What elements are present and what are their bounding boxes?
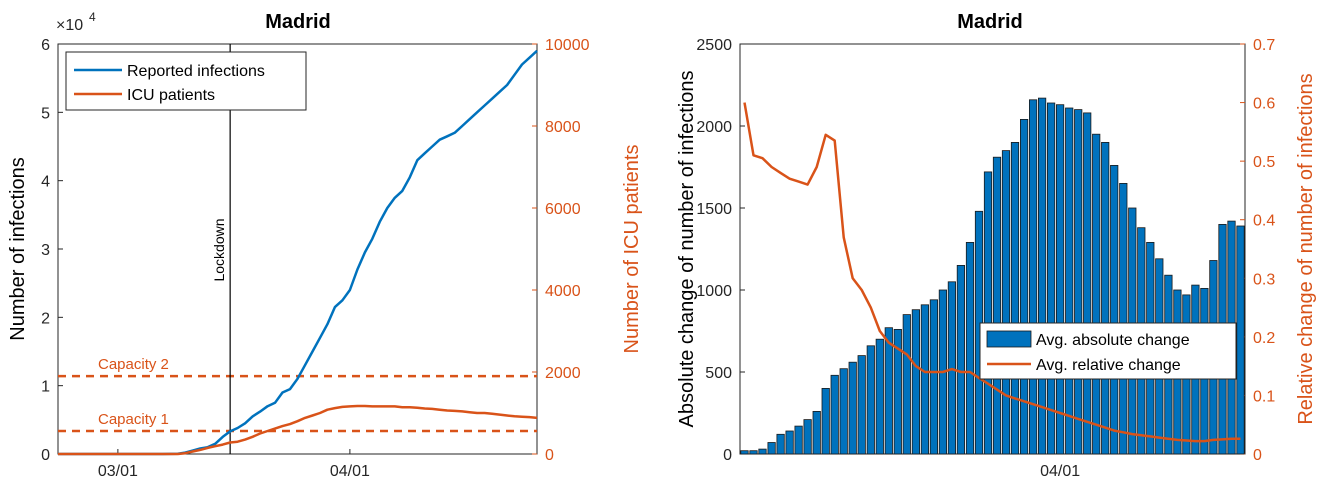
right-y2-tick-label: 0.5 (1253, 154, 1275, 171)
right-y-tick-label: 500 (705, 365, 732, 382)
left-y-tick-label: 0 (41, 447, 50, 464)
left-y-tick-label: 5 (41, 105, 50, 122)
right-y2-tick-label: 0.1 (1253, 388, 1275, 405)
left-y-tick-label: 6 (41, 37, 50, 54)
absolute-change-bar (983, 171, 993, 455)
right-y-tick-label: 2000 (696, 119, 732, 136)
right-y2-tick-label: 0.3 (1253, 271, 1275, 288)
right-legend-label: Avg. relative change (1036, 357, 1181, 374)
left-y2-tick-label: 6000 (545, 201, 581, 218)
absolute-change-bar (884, 327, 893, 455)
left-exponent-label: ×10 4 (56, 10, 96, 34)
right-legend-swatch (986, 330, 1032, 348)
absolute-change-bar (992, 156, 1002, 455)
absolute-change-bar (1020, 119, 1029, 455)
absolute-change-bar (830, 374, 839, 455)
left-x-tick-label: 03/01 (98, 463, 138, 480)
right-x-tick-label: 04/01 (1040, 463, 1080, 480)
absolute-change-bar (1119, 182, 1128, 455)
left-y-tick-label: 3 (41, 242, 50, 259)
left-y2-tick-label: 2000 (545, 365, 581, 382)
right-y2-tick-label: 0.4 (1253, 213, 1275, 230)
absolute-change-bar (821, 387, 830, 455)
left-legend: Reported infections ICU patients (65, 51, 307, 111)
left-panel: Madrid ×10 4 0 1 2 3 4 5 6 0 2000 4000 6000 8000 100… (7, 10, 643, 480)
lockdown-label: Lockdown (211, 218, 227, 281)
right-panel: Madrid 0 500 1000 1500 2000 2500 0 0.1 0.2 0.3 0.4… (676, 11, 1317, 480)
absolute-change-bar (902, 314, 911, 455)
absolute-change-bar (1029, 99, 1038, 455)
absolute-change-bar (767, 442, 776, 455)
absolute-change-bar (758, 448, 767, 455)
right-y-tick-label: 2500 (696, 37, 732, 54)
capacity-label: Capacity 1 (98, 411, 169, 428)
left-x-tick-label: 04/01 (330, 463, 370, 480)
absolute-change-bar (794, 425, 803, 455)
left-y2-tick-label: 8000 (545, 119, 581, 136)
right-plot-frame (739, 43, 1246, 455)
absolute-change-bar (1010, 141, 1020, 455)
left-y2-tick-label: 4000 (545, 283, 581, 300)
absolute-change-bar (1074, 109, 1083, 455)
absolute-change-bar (1083, 112, 1092, 455)
absolute-change-bar (893, 328, 902, 455)
icu-patients-line (58, 404, 538, 456)
right-y2-tick-label: 0.6 (1253, 96, 1275, 113)
absolute-change-bar (1236, 225, 1245, 455)
right-chart-title: Madrid (957, 11, 1023, 33)
svg-text:4: 4 (89, 10, 96, 24)
absolute-change-bar (812, 410, 821, 455)
absolute-change-bar (1047, 102, 1056, 455)
left-y2-tick-label: 10000 (545, 37, 590, 54)
absolute-change-bar (1056, 104, 1065, 455)
absolute-change-bar (911, 309, 921, 455)
absolute-change-bar (785, 430, 794, 455)
absolute-change-bar (776, 433, 785, 455)
left-y-tick-label: 4 (41, 174, 50, 191)
absolute-change-bar (803, 419, 812, 455)
right-legend: Avg. absolute change Avg. relative change (979, 322, 1237, 380)
left-y-axis-label: Number of infections (7, 157, 29, 340)
absolute-change-bar (1092, 133, 1101, 455)
right-legend-label: Avg. absolute change (1036, 332, 1190, 349)
left-legend-label: Reported infections (127, 63, 265, 80)
absolute-change-bar (749, 450, 758, 455)
absolute-change-bar (929, 299, 939, 455)
absolute-change-bar (920, 304, 930, 455)
reported-infections-line (58, 49, 538, 456)
left-y2-axis-label: Number of ICU patients (621, 145, 643, 354)
left-y2-tick-label: 0 (545, 447, 554, 464)
absolute-change-bar (839, 368, 848, 455)
absolute-change-bar (848, 361, 857, 455)
right-y-tick-label: 1000 (696, 283, 732, 300)
absolute-change-bar (1065, 107, 1074, 455)
svg-text:×10: ×10 (56, 17, 83, 34)
right-y2-tick-label: 0.2 (1253, 330, 1275, 347)
absolute-change-bar (965, 241, 975, 455)
absolute-change-bar (866, 345, 875, 455)
relative-change-line (743, 102, 1241, 443)
left-y-tick-label: 2 (41, 310, 50, 327)
absolute-change-bar (1110, 164, 1119, 455)
right-y2-axis-label: Relative change of number of infections (1295, 73, 1317, 424)
left-chart-title: Madrid (265, 11, 331, 33)
absolute-change-bar (875, 338, 884, 455)
left-legend-label: ICU patients (127, 87, 215, 104)
right-y-axis-label: Absolute change of number of infections (676, 71, 698, 428)
absolute-change-bar (857, 355, 866, 455)
left-legend-box (65, 51, 307, 111)
absolute-change-bar (1038, 97, 1047, 455)
right-y2-tick-label: 0 (1253, 447, 1262, 464)
absolute-change-bar (956, 264, 966, 455)
right-y-tick-label: 1500 (696, 201, 732, 218)
absolute-change-bar (1001, 150, 1011, 455)
capacity-label: Capacity 2 (98, 356, 169, 373)
absolute-change-bar (740, 450, 749, 455)
right-y2-tick-label: 0.7 (1253, 37, 1275, 54)
absolute-change-bar (1101, 141, 1110, 455)
left-y-tick-label: 1 (41, 379, 50, 396)
right-y-tick-label: 0 (723, 447, 732, 464)
